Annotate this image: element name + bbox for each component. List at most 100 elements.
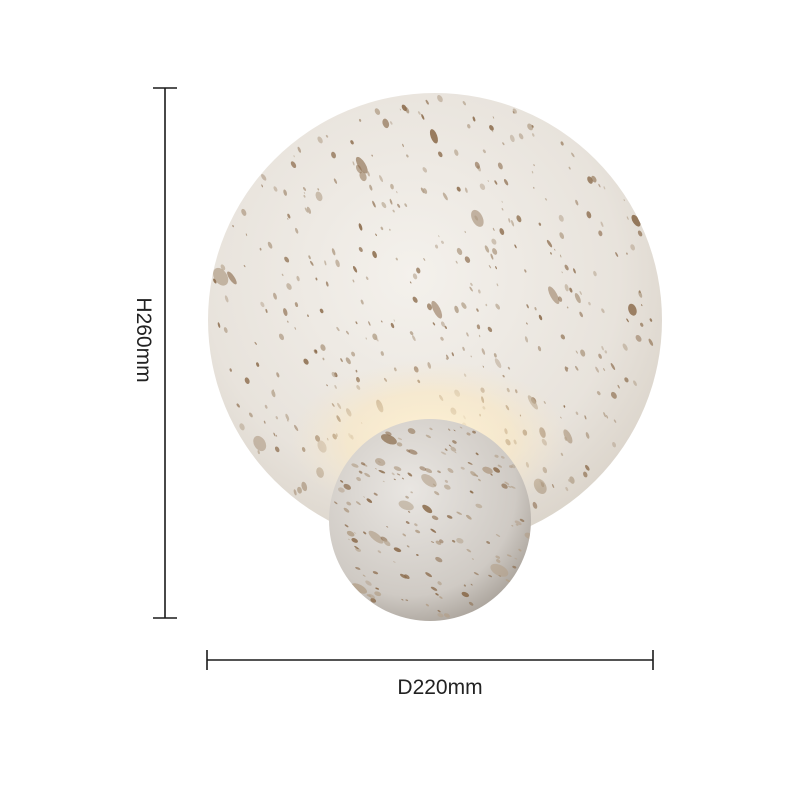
stone-pore [319,308,324,314]
stone-pore [600,221,604,228]
stone-pore [419,466,427,471]
stone-pore [560,141,564,146]
stone-pore [401,104,407,112]
stone-pore [213,278,217,284]
stone-pore [290,161,297,169]
stone-pore [325,281,329,287]
stone-pore [287,217,289,220]
stone-pore [408,510,411,513]
stone-pore [286,283,292,290]
stone-pore [317,136,323,144]
stone-pore [538,222,542,226]
stone-pore [264,404,268,409]
stone-pore [355,156,368,174]
stone-pore [474,215,479,221]
stone-pore [401,598,404,601]
stone-pore [390,183,394,190]
diameter-label: D220mm [397,676,483,699]
stone-pore [601,345,604,351]
stone-pore [333,178,338,184]
stone-pore [464,230,467,234]
stone-pore [363,496,365,498]
stone-pore [365,276,369,280]
stone-pore [446,354,449,359]
stone-pore [470,471,477,477]
stone-pore [213,267,229,286]
stone-pore [601,308,605,314]
stone-pore [603,412,606,418]
stone-pore [495,266,497,270]
stone-pore [461,302,467,309]
stone-pore [287,419,289,422]
stone-pore [496,283,499,287]
stone-pore [561,271,563,274]
stone-pore [527,123,534,131]
stone-pore [500,455,505,459]
stone-pore [584,415,587,420]
stone-pore [241,208,247,216]
stone-pore [637,230,643,237]
stone-pore [265,308,268,313]
stone-pore [313,349,318,354]
stone-pore [622,343,628,351]
stone-pore [294,327,297,330]
stone-pore [604,350,608,354]
stone-pore [464,187,468,193]
stone-pore [487,179,489,182]
stone-pore [375,587,380,590]
stone-pore [630,244,635,251]
stone-pore [612,441,617,448]
stone-pore [392,561,396,563]
stone-pore [472,116,476,122]
stone-pore [495,303,501,310]
stone-pore [531,170,534,174]
stone-pore [381,434,397,445]
stone-pore [585,432,590,439]
stone-pore [509,134,515,143]
stone-pore [346,330,349,335]
stone-pore [375,233,378,237]
stone-pore [626,252,628,255]
stone-pore [365,580,372,586]
stone-pore [355,566,361,570]
stone-pore [538,314,543,321]
stone-pore [444,448,448,451]
stone-pore [593,270,597,277]
stone-pore [287,213,291,219]
stone-pore [551,484,555,488]
stone-pore [425,603,429,607]
stone-pore [310,260,314,266]
stone-pore [281,273,284,277]
stone-pore [478,478,481,482]
stone-pore [462,346,465,351]
stone-pore [456,511,462,515]
stone-pore [481,348,486,355]
stone-pore [274,446,280,453]
stone-pore [497,162,503,170]
stone-pore [430,541,435,543]
stone-pore [352,265,358,273]
stone-pore [548,286,560,305]
stone-pore [286,320,289,323]
stone-pore [355,164,362,174]
stone-pore [633,380,637,386]
stone-pore [374,468,377,470]
stone-pore [375,458,386,466]
stone-pore [368,530,384,544]
stone-pore [352,279,355,283]
stone-pore [272,389,274,392]
stone-pore [565,486,569,492]
stone-pore [358,223,363,231]
stone-pore [422,167,428,173]
stone-pore [425,99,429,105]
stone-pore [484,245,490,253]
stone-pore [544,198,548,201]
stone-pore [432,483,437,487]
stone-pore [383,540,391,547]
stone-pore [373,492,378,496]
stone-pore [395,257,398,261]
stone-pore [479,183,486,190]
stone-pore [393,319,395,322]
stone-pore [493,467,500,473]
stone-pore [610,391,617,399]
